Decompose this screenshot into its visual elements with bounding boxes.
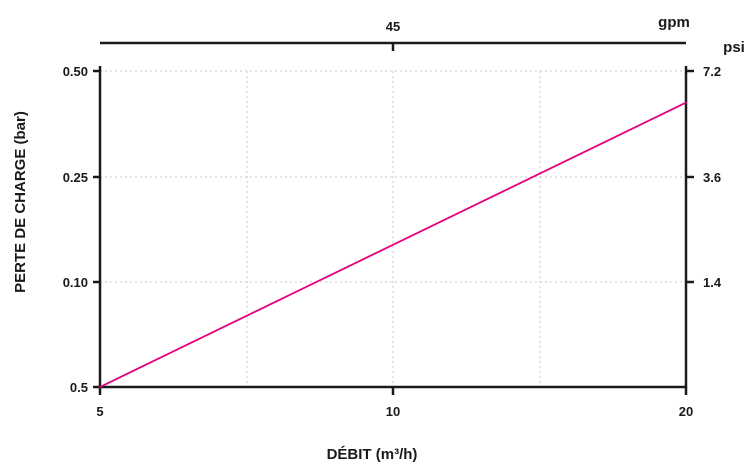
top-axis-tick-label: 45 <box>386 19 400 34</box>
top-axis-unit: gpm <box>658 14 690 31</box>
y-right-tick-label: 3.6 <box>703 170 721 185</box>
y-left-tick-label: 0.25 <box>63 170 88 185</box>
y-right-tick-label: 7.2 <box>703 64 721 79</box>
y-axis-title: PERTE DE CHARGE (bar) <box>12 111 29 293</box>
y-left-tick-label: 0.10 <box>63 275 88 290</box>
x-tick-label: 10 <box>386 404 400 419</box>
series-line <box>99 101 687 388</box>
x-axis-title: DÉBIT (m³/h) <box>327 446 418 463</box>
x-tick-label: 20 <box>679 404 693 419</box>
y-right-tick-label: 1.4 <box>703 275 722 290</box>
x-tick-label: 5 <box>96 404 103 419</box>
y-left-tick-label: 0.5 <box>70 380 88 395</box>
grid <box>100 70 686 387</box>
right-axis-unit: psi <box>723 39 745 56</box>
y-left-tick-label: 0.50 <box>63 64 88 79</box>
